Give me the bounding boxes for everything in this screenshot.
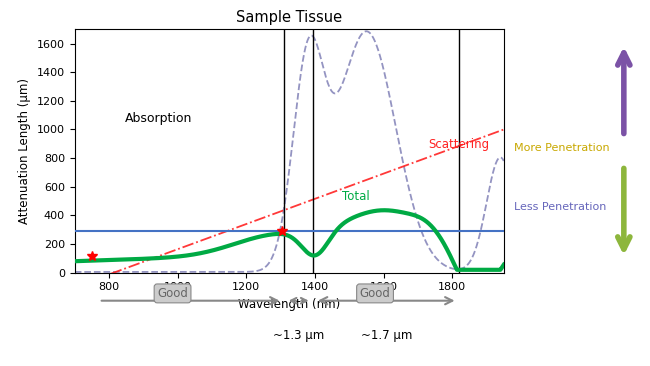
X-axis label: Wavelength (nm): Wavelength (nm)	[238, 298, 341, 311]
Text: ~1.3 μm: ~1.3 μm	[273, 329, 324, 341]
Text: ~1.7 μm: ~1.7 μm	[361, 329, 412, 341]
Text: Less Penetration: Less Penetration	[514, 202, 606, 212]
Text: Total: Total	[343, 190, 370, 203]
Text: Absorption: Absorption	[125, 112, 192, 125]
Text: Good: Good	[359, 287, 391, 300]
Text: More Penetration: More Penetration	[514, 143, 609, 153]
Text: Good: Good	[157, 287, 188, 300]
Title: Sample Tissue: Sample Tissue	[236, 10, 343, 25]
Text: Scattering: Scattering	[428, 138, 489, 151]
Y-axis label: Attenuation Length (μm): Attenuation Length (μm)	[18, 78, 31, 224]
